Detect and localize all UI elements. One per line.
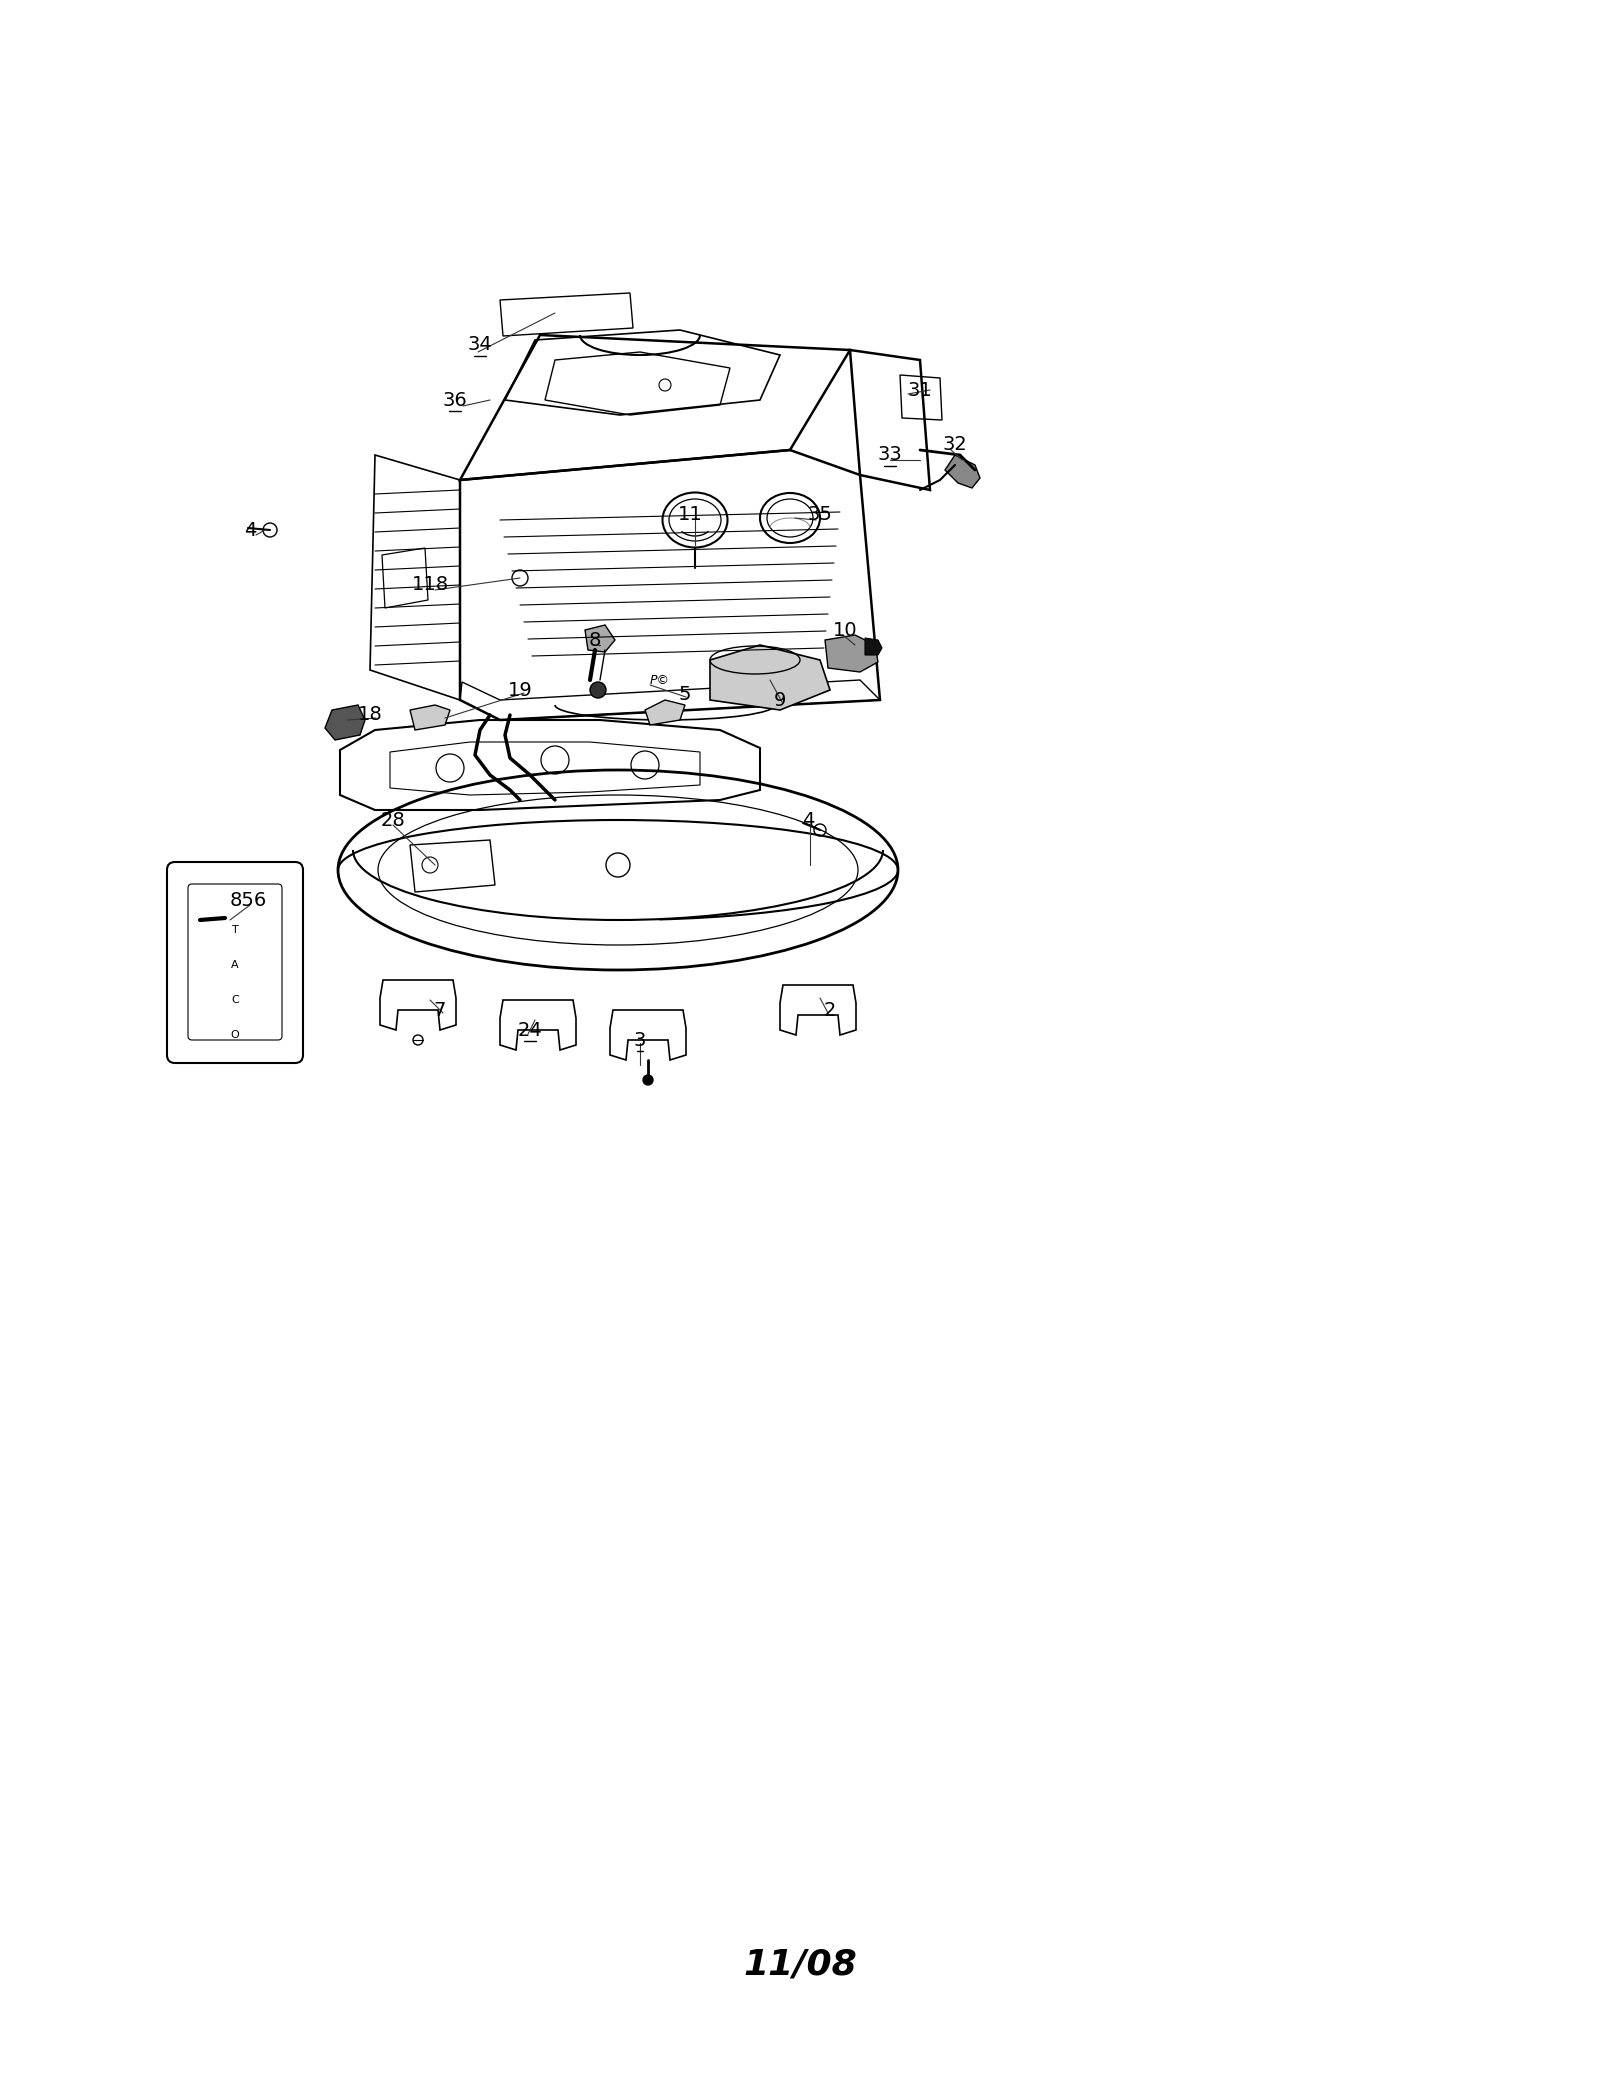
- Text: 8: 8: [589, 631, 602, 649]
- Polygon shape: [410, 706, 450, 730]
- Text: 34: 34: [467, 336, 493, 355]
- Polygon shape: [710, 645, 830, 710]
- Polygon shape: [645, 699, 685, 724]
- Text: 11: 11: [678, 506, 702, 525]
- Text: 4: 4: [802, 811, 814, 830]
- Text: 35: 35: [808, 506, 832, 525]
- Text: T: T: [232, 925, 238, 936]
- Polygon shape: [946, 454, 979, 488]
- Text: 118: 118: [411, 575, 448, 596]
- Text: 10: 10: [832, 620, 858, 639]
- Text: 3: 3: [634, 1031, 646, 1050]
- Text: O: O: [230, 1029, 240, 1040]
- Polygon shape: [866, 637, 882, 656]
- Text: 11/08: 11/08: [742, 1948, 858, 1982]
- Text: 4: 4: [243, 521, 256, 540]
- Circle shape: [590, 683, 606, 697]
- Text: C: C: [230, 996, 238, 1004]
- Text: 19: 19: [507, 681, 533, 699]
- Polygon shape: [586, 625, 614, 652]
- Text: 24: 24: [518, 1021, 542, 1040]
- Text: P©: P©: [650, 674, 670, 687]
- Polygon shape: [325, 706, 365, 741]
- Text: 31: 31: [907, 380, 933, 400]
- Text: 5: 5: [678, 685, 691, 706]
- Text: 18: 18: [358, 706, 382, 724]
- Text: A: A: [230, 961, 238, 969]
- Text: 2: 2: [824, 1000, 837, 1019]
- Text: 9: 9: [774, 691, 786, 710]
- Text: 36: 36: [443, 390, 467, 409]
- Text: 33: 33: [878, 446, 902, 465]
- Text: 32: 32: [942, 436, 968, 454]
- Polygon shape: [826, 635, 878, 672]
- Text: 7: 7: [434, 1000, 446, 1019]
- Text: 856: 856: [229, 890, 267, 909]
- Text: 28: 28: [381, 811, 405, 830]
- Circle shape: [643, 1075, 653, 1085]
